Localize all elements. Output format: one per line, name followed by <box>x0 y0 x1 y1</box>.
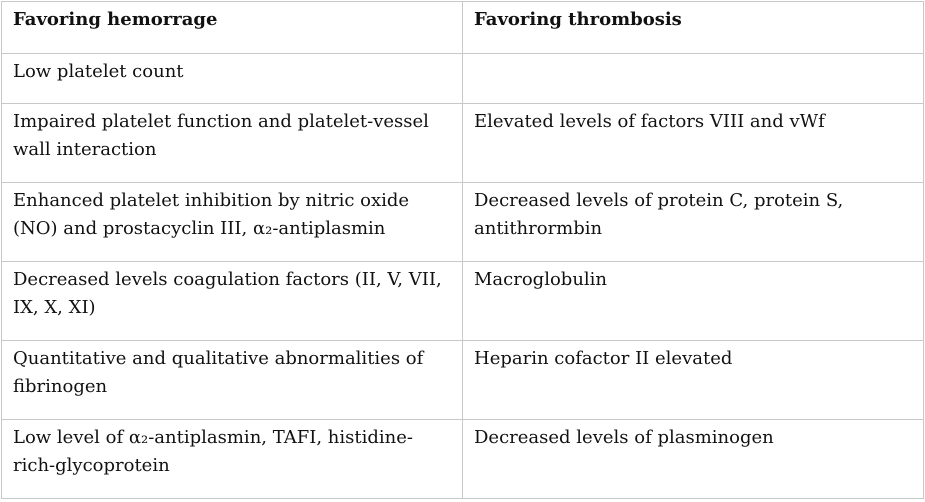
thrombosis-cell: Decreased levels of protein C, protein S… <box>462 182 924 262</box>
hemorrage-cell: Enhanced platelet inhibition by nitric o… <box>1 182 463 262</box>
hemorrage-cell: Decreased levels coagulation factors (II… <box>1 261 463 341</box>
table-row: Low platelet count <box>1 53 924 104</box>
thrombosis-cell: Elevated levels of factors VIII and vWf <box>462 103 924 183</box>
table-row: Enhanced platelet inhibition by nitric o… <box>1 182 924 262</box>
hemorrage-cell: Low level of α₂-antiplasmin, TAFI, histi… <box>1 419 463 499</box>
hemorrage-cell: Low platelet count <box>1 53 463 104</box>
thrombosis-cell: Decreased levels of plasminogen <box>462 419 924 499</box>
hemorrage-cell: Quantitative and qualitative abnormaliti… <box>1 340 463 420</box>
thrombosis-cell: Macroglobulin <box>462 261 924 341</box>
table-row: Impaired platelet function and platelet-… <box>1 103 924 183</box>
table-row: Quantitative and qualitative abnormaliti… <box>1 340 924 420</box>
thrombosis-cell <box>462 53 924 104</box>
header-favoring-thrombosis: Favoring thrombosis <box>462 1 924 54</box>
table-row: Decreased levels coagulation factors (II… <box>1 261 924 341</box>
table-header-row: Favoring hemorrage Favoring thrombosis <box>1 1 924 54</box>
thrombosis-cell: Heparin cofactor II elevated <box>462 340 924 420</box>
header-favoring-hemorrage: Favoring hemorrage <box>1 1 463 54</box>
hemorrage-cell: Impaired platelet function and platelet-… <box>1 103 463 183</box>
table-row: Low level of α₂-antiplasmin, TAFI, histi… <box>1 419 924 499</box>
